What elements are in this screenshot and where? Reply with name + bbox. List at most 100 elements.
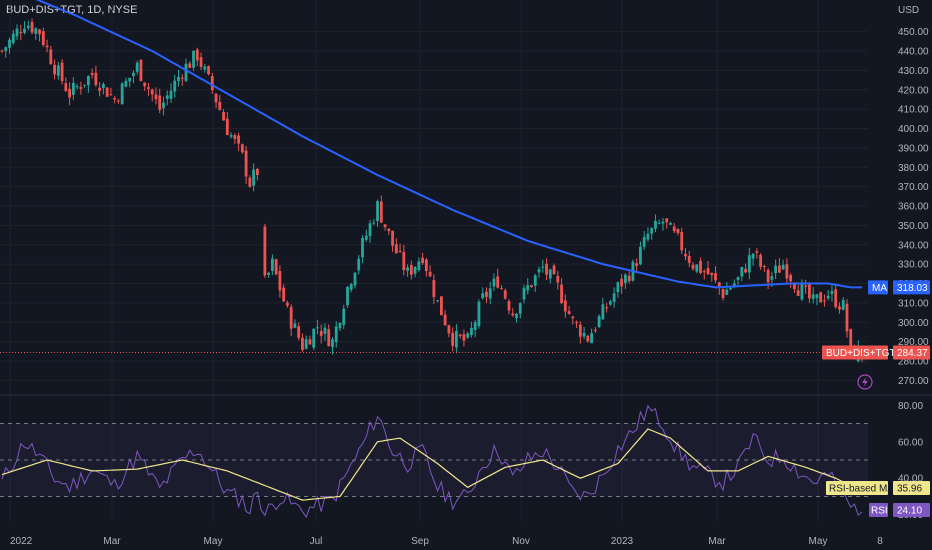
candle-body bbox=[571, 316, 575, 319]
candle-body bbox=[49, 49, 53, 65]
candle-body bbox=[240, 144, 244, 153]
candle-body bbox=[98, 87, 102, 91]
candle-body bbox=[248, 177, 252, 187]
rsi-value-tag bbox=[893, 503, 930, 517]
candle-body bbox=[616, 282, 620, 293]
candle-body bbox=[327, 329, 331, 347]
candle-body bbox=[785, 264, 789, 279]
candle-body bbox=[297, 326, 301, 338]
candle-body bbox=[436, 300, 440, 302]
candle-body bbox=[316, 327, 319, 329]
candle-body bbox=[41, 31, 45, 45]
candle-body bbox=[0, 50, 4, 52]
candle-body bbox=[94, 72, 98, 85]
lightning-icon[interactable] bbox=[857, 374, 873, 390]
candle-body bbox=[503, 290, 507, 299]
candle-body bbox=[815, 294, 819, 298]
rsi-tick-label: 40.00 bbox=[898, 474, 923, 485]
candle-body bbox=[488, 288, 492, 299]
candle-body bbox=[455, 330, 458, 348]
candle-body bbox=[714, 273, 717, 281]
candle-body bbox=[376, 201, 379, 222]
price-tick-label: 270.00 bbox=[898, 376, 929, 387]
symbol-tag-label: BUD+DIS+TGT bbox=[826, 348, 895, 359]
candle-body bbox=[117, 100, 120, 102]
candle-body bbox=[567, 311, 571, 315]
candle-body bbox=[605, 307, 609, 309]
candle-body bbox=[158, 95, 162, 110]
candle-body bbox=[526, 285, 530, 291]
rsi-tick-label: 80.00 bbox=[898, 401, 923, 412]
candle-body bbox=[143, 82, 147, 87]
candle-body bbox=[301, 337, 304, 350]
time-tick-label: May bbox=[809, 536, 828, 547]
candle-body bbox=[368, 223, 372, 237]
candle-body bbox=[124, 80, 128, 87]
candle-body bbox=[811, 294, 815, 299]
candle-body bbox=[79, 87, 83, 89]
candle-body bbox=[214, 93, 218, 103]
candles bbox=[0, 18, 864, 363]
price-tick-label: 400.00 bbox=[898, 124, 929, 135]
candle-body bbox=[744, 268, 747, 273]
candle-body bbox=[331, 339, 334, 348]
candle-body bbox=[518, 302, 522, 314]
price-tick-label: 280.00 bbox=[898, 357, 929, 368]
candle-body bbox=[548, 269, 552, 279]
candle-body bbox=[304, 339, 308, 349]
candle-body bbox=[560, 284, 563, 304]
candle-body bbox=[447, 325, 451, 334]
time-tick-label: Sep bbox=[411, 536, 429, 547]
candle-body bbox=[165, 95, 169, 99]
candle-body bbox=[770, 276, 774, 280]
candle-body bbox=[71, 82, 75, 95]
candle-body bbox=[687, 256, 691, 263]
candle-body bbox=[173, 80, 177, 92]
candle-body bbox=[620, 278, 624, 287]
candle-body bbox=[601, 304, 605, 320]
candle-body bbox=[661, 221, 665, 224]
candle-body bbox=[826, 295, 830, 299]
price-tick-label: 440.00 bbox=[898, 47, 929, 58]
candle-body bbox=[736, 277, 740, 281]
price-tick-label: 340.00 bbox=[898, 240, 929, 251]
candle-body bbox=[334, 326, 338, 343]
rsi-ma-value-label: 35.96 bbox=[897, 484, 922, 495]
candle-body bbox=[830, 291, 834, 294]
candle-body bbox=[515, 313, 518, 318]
candle-body bbox=[274, 259, 278, 275]
candle-body bbox=[717, 282, 721, 288]
candle-body bbox=[841, 299, 845, 310]
candle-body bbox=[233, 135, 237, 139]
candle-body bbox=[19, 32, 23, 34]
candle-body bbox=[286, 302, 289, 306]
ma-tag-label: MA bbox=[872, 283, 887, 294]
candle-body bbox=[113, 98, 117, 100]
candle-body bbox=[244, 150, 248, 177]
candle-body bbox=[237, 135, 240, 144]
candle-body bbox=[485, 291, 488, 297]
price-tick-label: 290.00 bbox=[898, 337, 929, 348]
candle-body bbox=[740, 267, 744, 277]
candle-body bbox=[608, 301, 612, 305]
price-tick-label: 450.00 bbox=[898, 27, 929, 38]
candle-body bbox=[533, 275, 537, 286]
candle-body bbox=[796, 290, 800, 296]
candle-body bbox=[402, 252, 406, 271]
candle-body bbox=[635, 263, 639, 267]
candle-body bbox=[612, 293, 616, 302]
lightning-icon-bolt bbox=[862, 377, 868, 387]
price-tick-label: 370.00 bbox=[898, 182, 929, 193]
candle-body bbox=[255, 168, 259, 176]
candle-body bbox=[699, 260, 702, 273]
candle-body bbox=[428, 271, 432, 277]
candle-body bbox=[582, 332, 586, 337]
candle-body bbox=[639, 246, 642, 265]
candle-body bbox=[777, 265, 781, 273]
candle-body bbox=[545, 263, 548, 275]
candle-body bbox=[706, 268, 710, 275]
candle-body bbox=[346, 286, 349, 306]
candle-body bbox=[11, 33, 15, 44]
candle-body bbox=[364, 235, 368, 240]
